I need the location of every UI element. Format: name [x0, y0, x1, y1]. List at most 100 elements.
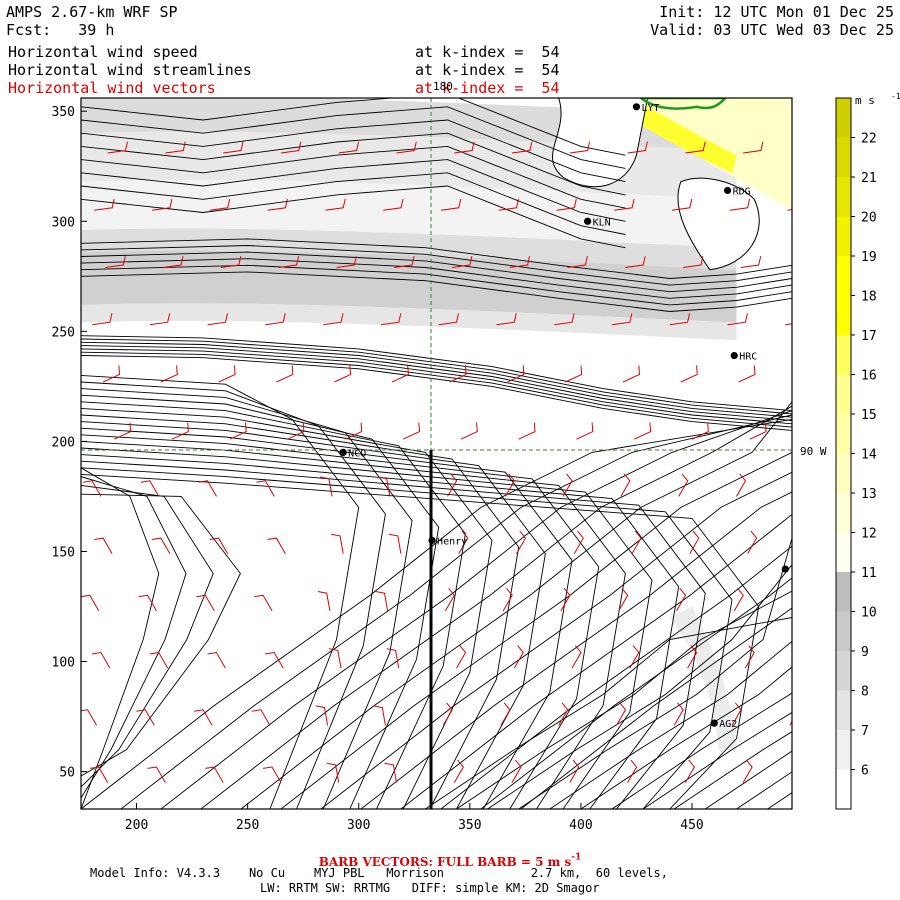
wind-barb: [738, 365, 756, 383]
wind-barb: [684, 759, 696, 783]
wind-barb: [611, 313, 633, 326]
station-label: Henry: [437, 536, 467, 547]
x-axis: 200 250 300 350 400 450: [125, 803, 704, 833]
wind-barb: [196, 594, 215, 612]
streamline: [81, 407, 493, 809]
y-tick-label: 50: [59, 766, 75, 781]
streamline: [480, 375, 792, 809]
streamline: [81, 388, 413, 809]
wind-barb: [265, 313, 286, 326]
x-tick-label: 350: [458, 818, 481, 833]
colorbar-swatch: [836, 651, 851, 691]
barb-legend-text: BARB VECTORS: FULL BARB = 5 m s: [318, 855, 572, 869]
wind-barb: [331, 533, 344, 554]
wind-barb: [263, 766, 282, 783]
wind-barb: [81, 709, 98, 726]
wind-barb: [287, 422, 305, 440]
wind-barb: [442, 702, 453, 726]
wind-barb: [676, 587, 687, 612]
station-label: AG2: [719, 719, 737, 730]
wind-barb: [518, 422, 536, 440]
station-marker: [723, 186, 732, 195]
wind-barb: [616, 702, 627, 726]
colorbar-label: 6: [861, 764, 869, 779]
wind-barb: [334, 365, 352, 383]
field-name-speed: Horizontal wind speed: [8, 43, 198, 61]
station-marker: [583, 217, 592, 225]
wind-barb: [560, 587, 571, 612]
wind-barb: [727, 313, 748, 326]
colorbar-label: 11: [861, 566, 877, 581]
colorbar-label: 20: [861, 211, 877, 226]
wind-barb: [384, 762, 397, 783]
wind-barb: [680, 365, 698, 383]
wind-barb: [198, 480, 217, 497]
streamline: [81, 467, 160, 809]
wind-barb: [744, 645, 755, 669]
wind-barb: [496, 313, 517, 326]
wind-barb: [627, 759, 638, 783]
station-marker: [339, 448, 347, 456]
y-tick-label: 350: [52, 105, 75, 120]
wind-barb: [513, 645, 524, 669]
model-title: AMPS 2.67-km WRF SP: [6, 3, 178, 21]
wind-barb: [151, 537, 171, 554]
wind-barb: [785, 323, 792, 326]
wind-barb: [205, 766, 224, 783]
streamline: [81, 434, 600, 809]
streamline: [456, 590, 792, 809]
station-marker: [730, 351, 738, 360]
wind-barb: [569, 141, 591, 154]
wind-barb: [729, 198, 751, 211]
wind-barb: [338, 141, 360, 154]
wind-barb: [315, 705, 329, 726]
physics-info: LW: RRTM SW: RRTMG DIFF: simple KM: 2D S…: [260, 881, 600, 895]
x-tick-label: 300: [347, 818, 370, 833]
wind-barb: [500, 702, 511, 726]
streamline: [81, 454, 680, 809]
streamline: [200, 405, 792, 809]
colorbar-label: 17: [861, 329, 877, 344]
streamline: [81, 98, 626, 156]
streamline: [81, 418, 792, 809]
station-marker: [632, 103, 641, 111]
wind-barb: [554, 313, 575, 326]
streamline: [360, 388, 792, 809]
wind-barb: [502, 587, 513, 612]
wind-barb: [576, 422, 594, 440]
streamline: [81, 145, 626, 209]
streamline: [520, 371, 792, 809]
wind-barb: [685, 141, 706, 154]
wind-barb: [276, 365, 294, 383]
colorbar-label: 18: [861, 290, 877, 305]
colorbar: 6 7 8 9 10 11 12 13 14 15 16 17 18 19 20 21 22 m s -1: [835, 92, 900, 810]
streamline: [81, 427, 573, 809]
forecast-hour: Fcst: 39 h: [6, 21, 114, 39]
wind-barb: [254, 594, 273, 612]
wind-barb: [618, 587, 629, 612]
streamline: [81, 345, 792, 421]
wind-barb: [558, 702, 569, 726]
y-tick-label: 100: [52, 656, 75, 671]
wind-barb: [743, 141, 764, 154]
streamline: [81, 172, 626, 235]
wind-barb: [671, 198, 693, 211]
colorbar-label: 9: [861, 645, 869, 660]
y-tick-label: 300: [52, 215, 75, 230]
colorbar-label: 12: [861, 527, 877, 542]
valid-time: Valid: 03 UTC Wed 03 Dec 25: [650, 21, 894, 39]
streamline: [673, 406, 792, 809]
wind-barb: [256, 480, 275, 497]
wind-barb: [796, 365, 812, 382]
wind-barb: [571, 645, 582, 669]
wind-barb: [105, 256, 126, 268]
colorbar-label: 21: [861, 171, 877, 186]
wind-barb: [138, 594, 157, 612]
colorbar-swatch: [836, 335, 851, 375]
shading-band: [669, 606, 737, 750]
wind-barb: [218, 365, 236, 383]
colorbar-label: 8: [861, 685, 869, 700]
wind-barb: [278, 256, 300, 268]
wind-barb: [507, 365, 525, 383]
wind-barb: [733, 587, 744, 612]
